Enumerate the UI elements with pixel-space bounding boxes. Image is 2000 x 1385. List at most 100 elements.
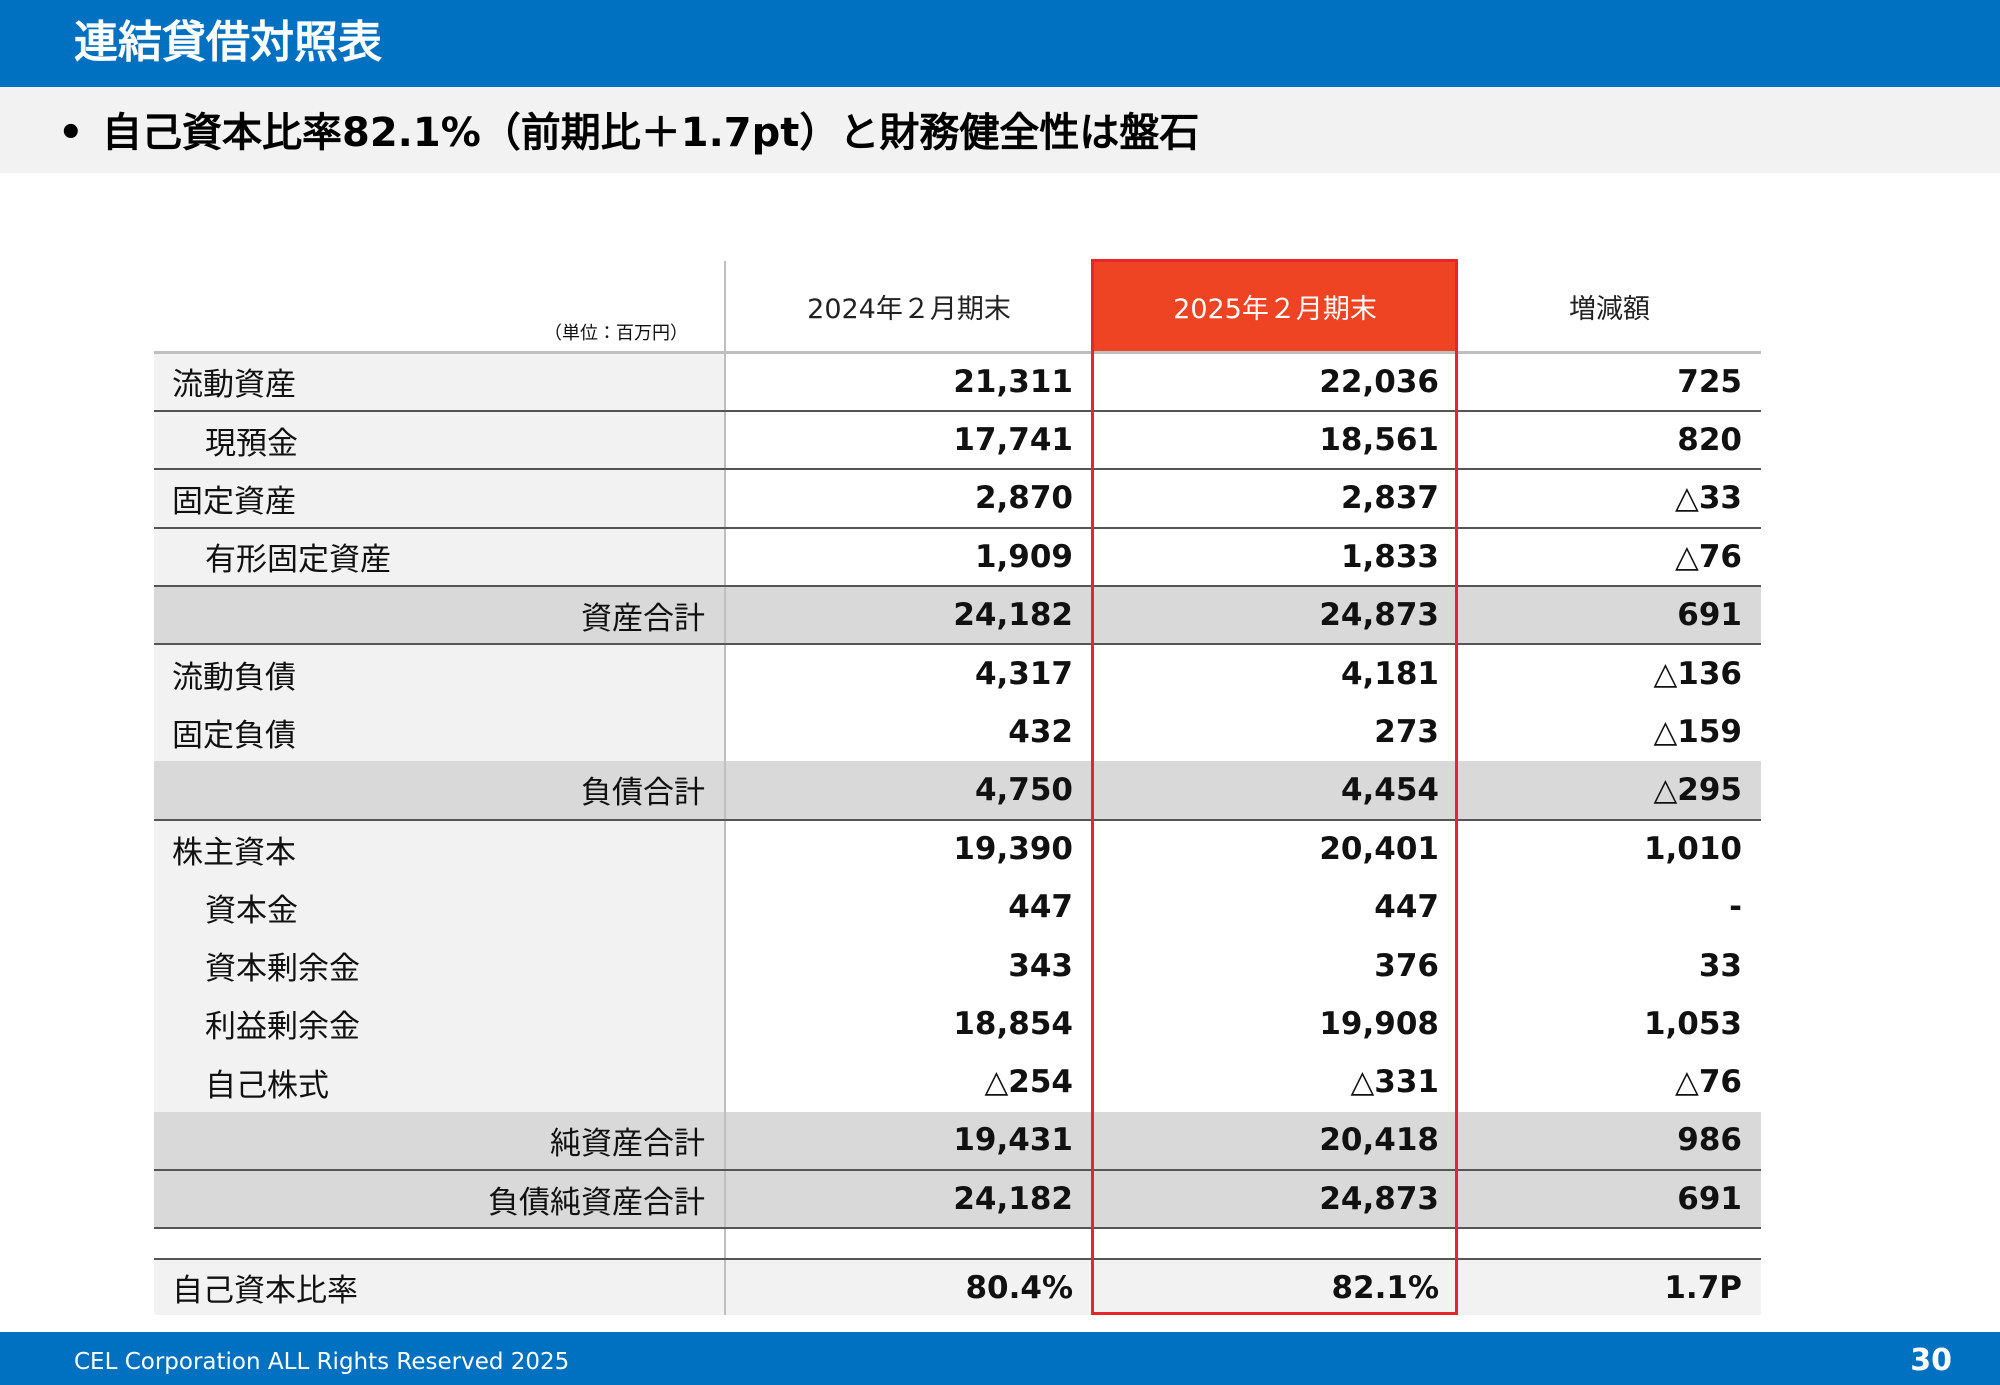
row-label: 流動資産 bbox=[154, 352, 726, 412]
subtitle-band bbox=[0, 87, 2000, 173]
cell-value: 691 bbox=[1458, 1169, 1761, 1230]
header-row: （単位：百万円） 2024年２月期末 2025年２月期末 増減額 bbox=[154, 261, 1761, 354]
cell-value: 80.4% bbox=[725, 1259, 1092, 1316]
cell-value: 376 bbox=[1374, 947, 1439, 984]
cell-value: △159 bbox=[1653, 714, 1742, 751]
cell-value: 986 bbox=[1458, 1111, 1761, 1171]
table-row: 負債純資産合計 24,182 24,873 691 bbox=[154, 1169, 1761, 1230]
table-row: 流動負債 4,317 4,181 △136 bbox=[154, 644, 1761, 703]
cell-value: 1,053 bbox=[1643, 1005, 1742, 1042]
cell-value: 447 bbox=[1374, 889, 1439, 926]
column-header: 2024年２月期末 bbox=[725, 261, 1092, 354]
table-row: 純資産合計 19,431 20,418 986 bbox=[154, 1111, 1761, 1171]
cell-value: 18,561 bbox=[1092, 410, 1458, 471]
table-body: （単位：百万円） 2024年２月期末 2025年２月期末 増減額 流動資産 21,… bbox=[154, 261, 1761, 1316]
row-label: 負債合計 bbox=[154, 761, 726, 821]
bullet-dot: • bbox=[58, 110, 84, 156]
table-row: 自己株式 △254 △331 △76 bbox=[154, 1053, 1761, 1112]
cell-value: 447 bbox=[1008, 889, 1073, 926]
row-label: 自己資本比率 bbox=[154, 1259, 726, 1316]
cell-value: △76 bbox=[1675, 1064, 1742, 1101]
cell-value: △33 bbox=[1458, 469, 1761, 529]
cell-value: 24,182 bbox=[725, 1169, 1092, 1230]
row-label: 利益剰余金 bbox=[154, 994, 726, 1054]
table-row: 有形固定資産 1,909 1,833 △76 bbox=[154, 527, 1761, 588]
cell-value: 24,873 bbox=[1092, 586, 1458, 646]
cell-value: 4,181 bbox=[1340, 656, 1439, 693]
cell-value: 691 bbox=[1458, 586, 1761, 646]
bullet-line: • 自己資本比率82.1%（前期比＋1.7pt）と財務健全性は盤石 bbox=[58, 108, 1199, 158]
cell-value: 21,311 bbox=[725, 352, 1092, 412]
title-bar bbox=[0, 0, 2000, 87]
table-row: 自己資本比率 80.4% 82.1% 1.7P bbox=[154, 1259, 1761, 1316]
cell-value: 24,873 bbox=[1092, 1169, 1458, 1230]
page-number: 30 bbox=[1910, 1343, 1952, 1378]
copyright: CEL Corporation ALL Rights Reserved 2025 bbox=[74, 1349, 570, 1375]
cell-value: 22,036 bbox=[1092, 352, 1458, 412]
cell-value: 24,182 bbox=[725, 586, 1092, 646]
row-label: 純資産合計 bbox=[154, 1111, 726, 1171]
cell-value: 4,317 bbox=[974, 656, 1073, 693]
cell-value: 20,401 bbox=[1319, 831, 1439, 868]
cell-value: 343 bbox=[1008, 947, 1073, 984]
table-row: 負債合計 4,750 4,454 △295 bbox=[154, 761, 1761, 821]
cell-value: △136 bbox=[1653, 656, 1742, 693]
row-label: 有形固定資産 bbox=[154, 527, 726, 588]
cell-value: △295 bbox=[1458, 761, 1761, 821]
row-label: 株主資本 bbox=[154, 819, 726, 879]
cell-value: 1.7P bbox=[1458, 1259, 1761, 1316]
row-label: 流動負債 bbox=[154, 644, 726, 703]
cell-value: 4,454 bbox=[1092, 761, 1458, 821]
cell-value: 19,431 bbox=[725, 1111, 1092, 1171]
row-label: 負債純資産合計 bbox=[154, 1169, 726, 1230]
cell-value: 33 bbox=[1698, 947, 1742, 984]
spacer-cell bbox=[1092, 1228, 1458, 1261]
table-row: 資産合計 24,182 24,873 691 bbox=[154, 586, 1761, 646]
cell-value: 20,418 bbox=[1092, 1111, 1458, 1171]
column-header: 増減額 bbox=[1458, 261, 1761, 354]
cell-value: 820 bbox=[1458, 410, 1761, 471]
table-row: 流動資産 21,311 22,036 725 bbox=[154, 352, 1761, 412]
cell-value: 19,390 bbox=[953, 831, 1073, 868]
row-label: 資本金 bbox=[154, 878, 726, 937]
row-label: 現預金 bbox=[154, 410, 726, 471]
cell-value: 432 bbox=[1008, 714, 1073, 751]
cell-value: 2,870 bbox=[725, 469, 1092, 529]
row-label: 資本剰余金 bbox=[154, 936, 726, 995]
table-row: 現預金 17,741 18,561 820 bbox=[154, 410, 1761, 471]
cell-value: △331 bbox=[1350, 1064, 1439, 1101]
row-label: 固定負債 bbox=[154, 702, 726, 762]
cell-value: 19,908 bbox=[1319, 1005, 1439, 1042]
table-row: 資本金 447 447 - bbox=[154, 878, 1761, 937]
cell-value: 4,750 bbox=[725, 761, 1092, 821]
cell-value: 1,833 bbox=[1092, 527, 1458, 588]
row-label: 自己株式 bbox=[154, 1053, 726, 1112]
row-label: 資産合計 bbox=[154, 586, 726, 646]
spacer-cell bbox=[725, 1228, 1092, 1261]
cell-value: 2,837 bbox=[1092, 469, 1458, 529]
table-row: 株主資本 19,390 20,401 1,010 bbox=[154, 819, 1761, 879]
unit-label: （単位：百万円） bbox=[154, 261, 726, 354]
cell-value: 17,741 bbox=[725, 410, 1092, 471]
balance-sheet-table: （単位：百万円） 2024年２月期末 2025年２月期末 増減額 流動資産 21,… bbox=[154, 261, 1761, 1316]
table-row: 利益剰余金 18,854 19,908 1,053 bbox=[154, 994, 1761, 1054]
cell-value: 273 bbox=[1374, 714, 1439, 751]
spacer-cell bbox=[1458, 1228, 1761, 1261]
cell-value: 1,010 bbox=[1643, 831, 1742, 868]
spacer-cell bbox=[154, 1228, 726, 1261]
cell-value: △76 bbox=[1458, 527, 1761, 588]
table-row: 資本剰余金 343 376 33 bbox=[154, 936, 1761, 995]
cell-value: △254 bbox=[984, 1064, 1073, 1101]
table-row: 固定資産 2,870 2,837 △33 bbox=[154, 469, 1761, 529]
bullet-text: 自己資本比率82.1%（前期比＋1.7pt）と財務健全性は盤石 bbox=[102, 110, 1200, 156]
cell-value: 725 bbox=[1458, 352, 1761, 412]
slide-title: 連結貸借対照表 bbox=[74, 17, 382, 68]
table-row: 固定負債 432 273 △159 bbox=[154, 702, 1761, 762]
column-header: 2025年２月期末 bbox=[1092, 261, 1458, 354]
row-label: 固定資産 bbox=[154, 469, 726, 529]
cell-value: 82.1% bbox=[1092, 1259, 1458, 1316]
footer-bar bbox=[0, 1332, 2000, 1385]
spacer-row bbox=[154, 1228, 1761, 1261]
cell-value: - bbox=[1729, 889, 1742, 926]
